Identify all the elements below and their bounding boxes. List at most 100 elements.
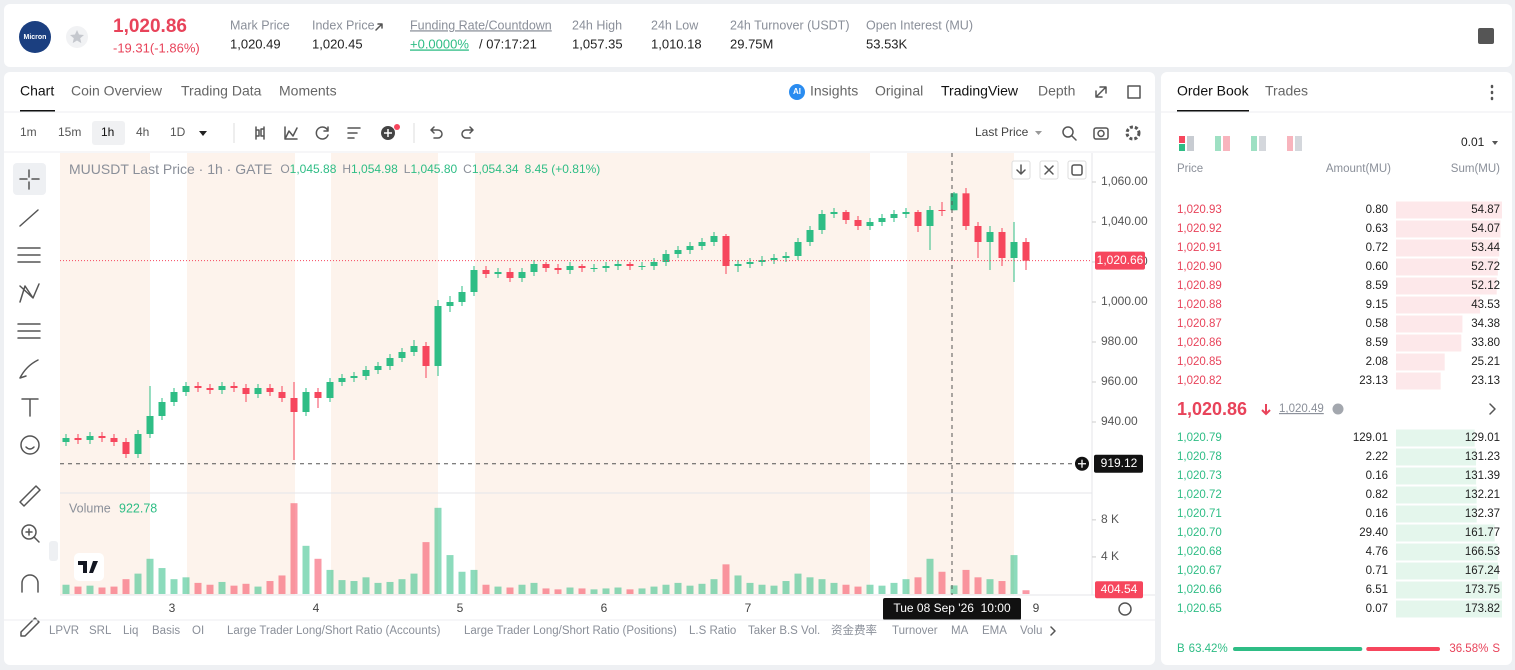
text-tool[interactable] <box>21 398 39 417</box>
interval[interactable]: 1m <box>20 125 37 139</box>
indicator[interactable]: L.S Ratio <box>689 625 736 637</box>
emoji-tool[interactable] <box>20 435 40 455</box>
indicator[interactable]: Volu <box>1020 625 1042 637</box>
indicator[interactable]: MA <box>951 625 969 637</box>
y-tick-label: 1,000.00 <box>1101 294 1148 308</box>
candle-type-icon[interactable] <box>255 126 265 140</box>
templates-icon[interactable] <box>347 127 361 139</box>
indicator[interactable]: EMA <box>982 625 1007 637</box>
row-price[interactable]: 1,020.66 <box>1177 584 1222 596</box>
row-price[interactable]: 1,020.85 <box>1177 356 1222 368</box>
trendline-tool[interactable] <box>19 209 39 227</box>
row-price[interactable]: 1,020.91 <box>1177 242 1222 254</box>
ruler-tool[interactable] <box>19 485 41 507</box>
chart-tab[interactable]: Coin Overview <box>71 83 163 99</box>
legend-button[interactable] <box>1067 160 1087 180</box>
channel-tool[interactable] <box>17 247 41 263</box>
crosshair-tool[interactable] <box>19 169 40 190</box>
row-amount: 129.01 <box>1353 432 1388 444</box>
price-source[interactable]: Last Price <box>975 125 1029 139</box>
legend-key: H <box>342 162 351 176</box>
chevron[interactable] <box>1489 403 1496 415</box>
layout-bids[interactable] <box>1251 136 1257 151</box>
coin-logo[interactable] <box>19 21 51 53</box>
view-tab[interactable]: TradingView <box>941 83 1019 99</box>
axis-settings[interactable] <box>1118 602 1132 616</box>
row-price[interactable]: 1,020.70 <box>1177 527 1222 539</box>
row-price[interactable]: 1,020.71 <box>1177 508 1222 520</box>
volume-bar <box>434 507 442 594</box>
pattern-tool[interactable] <box>19 283 40 303</box>
interval-dropdown[interactable] <box>199 131 207 136</box>
row-price[interactable]: 1,020.72 <box>1177 489 1222 501</box>
layout-asks[interactable] <box>1287 136 1293 151</box>
collapse-toolbar[interactable] <box>49 541 58 561</box>
fib-tool[interactable] <box>17 323 41 339</box>
camera-lens <box>1097 129 1105 138</box>
interval[interactable]: 1h <box>101 125 114 139</box>
row-price[interactable]: 1,020.92 <box>1177 223 1222 235</box>
indicators-icon[interactable] <box>284 126 298 140</box>
info-icon[interactable] <box>1332 403 1344 415</box>
layout-split[interactable] <box>1215 136 1221 151</box>
precision-dropdown[interactable] <box>1492 141 1498 145</box>
compare-icon[interactable] <box>315 126 329 140</box>
row-price[interactable]: 1,020.93 <box>1177 204 1222 216</box>
row-price[interactable]: 1,020.89 <box>1177 280 1222 292</box>
indicator[interactable]: OI <box>192 625 204 637</box>
fullscreen-icon[interactable] <box>1095 86 1107 98</box>
precision[interactable]: 0.01 <box>1461 135 1485 149</box>
view-tab[interactable]: Depth <box>1038 83 1075 99</box>
indicator[interactable]: Turnover <box>892 625 938 637</box>
chart-tab[interactable]: Chart <box>20 83 54 99</box>
tradingview-logo[interactable] <box>74 553 104 581</box>
row-price[interactable]: 1,020.68 <box>1177 546 1222 558</box>
orderbook-tab[interactable]: Order Book <box>1177 83 1250 99</box>
row-price[interactable]: 1,020.78 <box>1177 451 1222 463</box>
row-price[interactable]: 1,020.86 <box>1177 337 1222 349</box>
link-icon[interactable] <box>375 23 383 31</box>
row-price[interactable]: 1,020.88 <box>1177 299 1222 311</box>
indicator[interactable]: SRL <box>89 625 112 637</box>
row-price[interactable]: 1,020.82 <box>1177 375 1222 387</box>
window-icon[interactable] <box>1127 85 1141 99</box>
y-tick-label: 980.00 <box>1101 334 1138 348</box>
view-tab[interactable]: Insights <box>810 83 858 99</box>
row-price[interactable]: 1,020.90 <box>1177 261 1222 273</box>
search-icon[interactable] <box>1062 126 1074 138</box>
row-price[interactable]: 1,020.87 <box>1177 318 1222 330</box>
indicator[interactable]: Liq <box>123 625 138 637</box>
price-source-dropdown[interactable] <box>1035 131 1042 135</box>
camera-icon[interactable] <box>1093 127 1109 140</box>
brush-tool[interactable] <box>19 359 39 379</box>
row-price[interactable]: 1,020.73 <box>1177 470 1222 482</box>
interval[interactable]: 1D <box>170 125 186 139</box>
row-price[interactable]: 1,020.65 <box>1177 603 1222 615</box>
chart-settings-icon[interactable] <box>1125 125 1141 141</box>
indicators-more[interactable] <box>1050 626 1056 636</box>
redo-icon[interactable] <box>461 126 474 139</box>
row-price[interactable]: 1,020.79 <box>1177 432 1222 444</box>
indicator[interactable]: 资金费率 <box>831 623 877 637</box>
chart-tab[interactable]: Moments <box>279 83 337 99</box>
view-tab[interactable]: Original <box>875 83 923 99</box>
magnet-tool[interactable] <box>21 574 39 593</box>
interval[interactable]: 15m <box>58 125 81 139</box>
indicator[interactable]: Taker B.S Vol. <box>748 625 820 637</box>
indicator[interactable]: Large Trader Long/Short Ratio (Positions… <box>464 625 677 637</box>
candle-body <box>422 346 430 366</box>
indicator[interactable]: LPVR <box>49 625 79 637</box>
settings-icon[interactable] <box>1478 28 1494 44</box>
depth-bar <box>1396 505 1477 523</box>
chart-tab[interactable]: Trading Data <box>181 83 262 99</box>
indicator[interactable]: Basis <box>152 625 180 637</box>
interval[interactable]: 4h <box>136 125 149 139</box>
zoom-tool[interactable] <box>21 524 37 540</box>
indicator[interactable]: Large Trader Long/Short Ratio (Accounts) <box>227 625 441 637</box>
row-price[interactable]: 1,020.67 <box>1177 565 1222 577</box>
orderbook-tab[interactable]: Trades <box>1265 83 1308 99</box>
legend-value: 1,045.88 <box>290 162 337 176</box>
layout-both[interactable] <box>1179 136 1185 143</box>
undo-icon[interactable] <box>430 126 443 139</box>
candle-body <box>578 266 586 268</box>
